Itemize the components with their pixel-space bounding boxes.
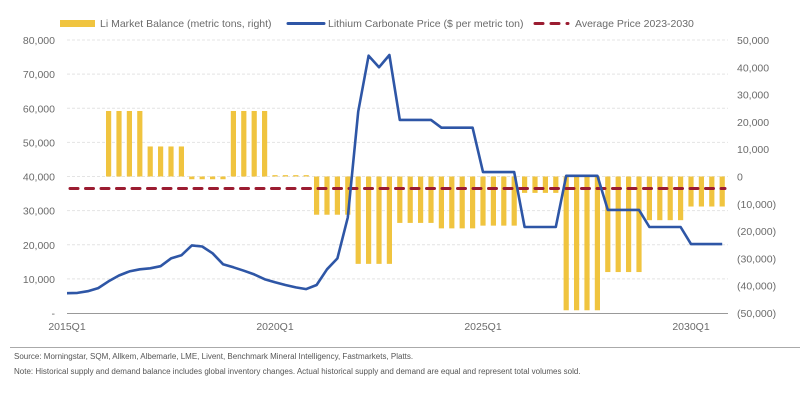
balance-bar xyxy=(334,176,340,215)
balance-bar xyxy=(199,176,205,180)
balance-bar xyxy=(355,176,361,264)
balance-bar xyxy=(282,175,288,177)
balance-bar xyxy=(657,176,663,221)
legend-label-balance: Li Market Balance (metric tons, right) xyxy=(100,18,272,30)
balance-bar xyxy=(220,176,226,180)
balance-bars xyxy=(106,110,725,311)
left-axis-tick-label: 60,000 xyxy=(23,103,55,115)
left-axis-tick-label: 50,000 xyxy=(23,137,55,149)
balance-bar xyxy=(241,110,247,177)
right-axis-tick-label: (50,000) xyxy=(737,308,776,320)
balance-bar xyxy=(574,176,580,311)
right-axis-tick-label: (40,000) xyxy=(737,281,776,293)
footnote: Note: Historical supply and demand balan… xyxy=(14,367,581,376)
balance-bar xyxy=(594,176,600,311)
balance-bar xyxy=(501,176,507,226)
balance-bar xyxy=(584,176,590,311)
balance-bar xyxy=(418,176,424,223)
right-axis-tick-label: 40,000 xyxy=(737,62,769,74)
right-axis-tick-label: 10,000 xyxy=(737,144,769,156)
balance-bar xyxy=(428,176,434,223)
x-axis-tick-label: 2015Q1 xyxy=(48,321,86,333)
x-axis-tick-label: 2030Q1 xyxy=(672,321,710,333)
balance-bar xyxy=(646,176,652,221)
balance-bar xyxy=(605,176,611,273)
balance-bar xyxy=(158,146,164,177)
right-axis-tick-label: 0 xyxy=(737,172,743,184)
balance-bar xyxy=(386,176,392,264)
balance-bar xyxy=(522,176,528,193)
balance-bar xyxy=(626,176,632,273)
left-axis-tick-label: 70,000 xyxy=(23,69,55,81)
balance-bar xyxy=(106,110,112,177)
balance-bar xyxy=(126,110,132,177)
balance-bar xyxy=(667,176,673,221)
balance-bar xyxy=(168,146,174,177)
left-axis-tick-label: 10,000 xyxy=(23,274,55,286)
balance-bar xyxy=(407,176,413,223)
balance-bar xyxy=(324,176,330,215)
balance-bar xyxy=(563,176,569,311)
balance-bar xyxy=(230,110,236,177)
balance-bar xyxy=(698,176,704,207)
balance-bar xyxy=(397,176,403,223)
balance-bar xyxy=(709,176,715,207)
balance-bar xyxy=(449,176,455,229)
balance-bar xyxy=(293,175,299,177)
legend: Li Market Balance (metric tons, right) L… xyxy=(60,18,694,30)
balance-bar xyxy=(189,176,195,180)
balance-bar xyxy=(376,176,382,264)
balance-bar xyxy=(262,110,268,177)
balance-bar xyxy=(272,175,278,177)
balance-bar xyxy=(678,176,684,221)
left-axis-tick-label: - xyxy=(52,308,56,320)
left-axis-tick-label: 40,000 xyxy=(23,172,55,184)
axes: - 10,000 20,000 30,000 40,000 50,000 60,000 70,… xyxy=(23,35,776,333)
balance-bar xyxy=(314,176,320,215)
balance-bar xyxy=(438,176,444,229)
balance-bar xyxy=(116,110,122,177)
left-axis-tick-label: 20,000 xyxy=(23,240,55,252)
balance-bar xyxy=(615,176,621,273)
right-axis-tick-label: (20,000) xyxy=(737,226,776,238)
balance-bar xyxy=(532,176,538,193)
price-series-line xyxy=(66,53,723,295)
balance-bar xyxy=(490,176,496,226)
right-axis-tick-label: 30,000 xyxy=(737,90,769,102)
right-axis-tick-label: (30,000) xyxy=(737,253,776,265)
x-axis-tick-label: 2025Q1 xyxy=(464,321,502,333)
balance-bar xyxy=(470,176,476,229)
legend-label-price: Lithium Carbonate Price ($ per metric to… xyxy=(328,18,524,30)
balance-bar xyxy=(251,110,257,177)
balance-bar xyxy=(178,146,184,177)
right-axis-tick-label: (10,000) xyxy=(737,199,776,211)
price-line xyxy=(66,53,723,295)
legend-label-average: Average Price 2023-2030 xyxy=(575,18,694,30)
balance-bar xyxy=(303,175,309,177)
left-axis-tick-label: 30,000 xyxy=(23,206,55,218)
balance-bar xyxy=(137,110,143,177)
balance-bar xyxy=(511,176,517,226)
right-axis-tick-label: 20,000 xyxy=(737,117,769,129)
source-note: Source: Morningstar, SQM, Allkem, Albema… xyxy=(14,352,414,361)
balance-bar xyxy=(636,176,642,273)
balance-bar xyxy=(366,176,372,264)
balance-bar xyxy=(147,146,153,177)
balance-bar xyxy=(210,176,216,180)
balance-bar xyxy=(542,176,548,193)
balance-bar xyxy=(553,176,559,193)
left-axis-tick-label: 80,000 xyxy=(23,35,55,47)
balance-bar xyxy=(688,176,694,207)
x-axis-tick-label: 2020Q1 xyxy=(256,321,294,333)
balance-bar xyxy=(459,176,465,229)
right-axis-tick-label: 50,000 xyxy=(737,35,769,47)
balance-bar xyxy=(345,176,351,215)
legend-swatch-balance xyxy=(60,20,95,27)
balance-bar xyxy=(719,176,725,207)
balance-bar xyxy=(480,176,486,226)
